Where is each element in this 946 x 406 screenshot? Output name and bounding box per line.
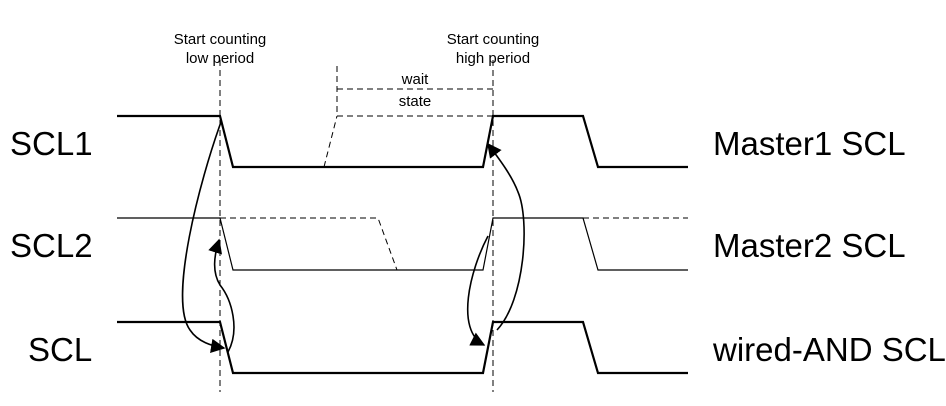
scl1-dashed-edge bbox=[323, 115, 338, 168]
arrow-scl1-to-scl bbox=[181, 121, 226, 353]
arrow-scl2-to-scl bbox=[466, 235, 489, 346]
scl2-left-label: SCL2 bbox=[10, 227, 93, 264]
scl1-left-label: SCL1 bbox=[10, 125, 93, 162]
start-high-label-line1: Start counting bbox=[447, 31, 540, 48]
wired-and-scl-label: wired-AND SCL bbox=[712, 331, 946, 368]
scl1-waveform bbox=[117, 114, 688, 169]
start-low-label-line2: low period bbox=[186, 50, 254, 67]
arrow-scl-to-scl1 bbox=[487, 142, 525, 331]
arrow-scl-to-scl2 bbox=[208, 238, 235, 353]
scl2-dashed-high bbox=[220, 217, 398, 271]
wait-state-label-line1: wait bbox=[401, 71, 430, 88]
master2-scl-label: Master2 SCL bbox=[713, 227, 906, 264]
master1-scl-label: Master1 SCL bbox=[713, 125, 906, 162]
start-low-label-line1: Start counting bbox=[174, 31, 267, 48]
scl-left-label: SCL bbox=[28, 331, 92, 368]
wait-state-label-line2: state bbox=[399, 93, 432, 110]
scl2-waveform bbox=[117, 217, 688, 271]
start-high-label-line2: high period bbox=[456, 50, 530, 67]
scl-wired-and-waveform bbox=[117, 320, 688, 375]
